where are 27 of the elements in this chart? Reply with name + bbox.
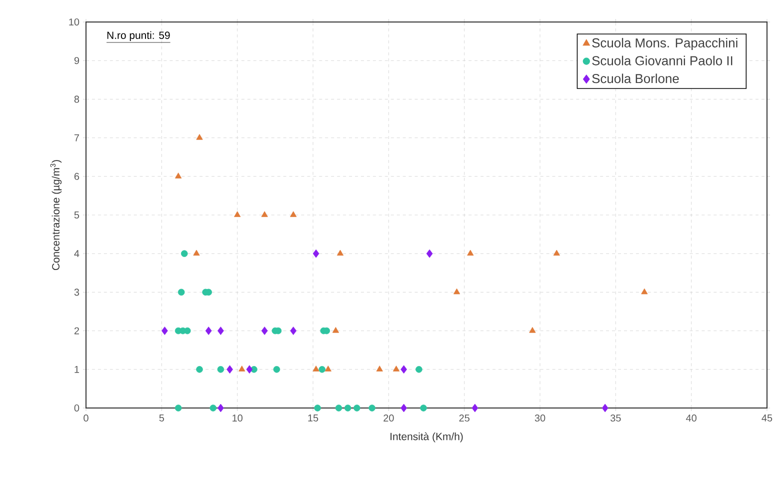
legend-label: Scuola Giovanni Paolo II: [592, 56, 732, 66]
y-tick-label: 2: [74, 327, 79, 334]
x-tick-label: 40: [686, 414, 696, 422]
y-tick-label: 7: [74, 134, 79, 142]
legend-label: Scuola Mons. Papacchini: [592, 38, 738, 50]
y-tick-label: 5: [74, 212, 80, 218]
x-tick-label: 10: [232, 414, 242, 422]
y-tick-label: 10: [69, 18, 80, 26]
y-tick-label: 1: [74, 366, 80, 373]
x-tick-label: 0: [84, 414, 88, 422]
legend-label: Scuola Borlone: [592, 74, 679, 84]
x-tick-label: 25: [459, 414, 470, 422]
x-tick-label: 35: [610, 414, 621, 422]
x-tick-label: 20: [384, 414, 394, 422]
y-tick-label: 3: [74, 288, 80, 296]
x-tick-label: 45: [762, 414, 772, 422]
y-tick-label: 6: [74, 172, 80, 180]
annotation: N.ro punti: 59: [107, 31, 170, 42]
x-tick-label: 30: [534, 414, 546, 422]
y-tick-label: 0: [74, 404, 80, 412]
y-tick-label: 8: [74, 96, 80, 103]
x-tick-label: 15: [308, 414, 318, 422]
y-tick-label: 9: [74, 57, 80, 64]
y-tick-label: 4: [74, 250, 80, 258]
x-axis-title: Intensità (Km/h): [390, 432, 463, 442]
x-tick-label: 5: [159, 414, 164, 422]
y-axis-title: Concentrazione (µg/m$^{3}$): [50, 160, 62, 270]
